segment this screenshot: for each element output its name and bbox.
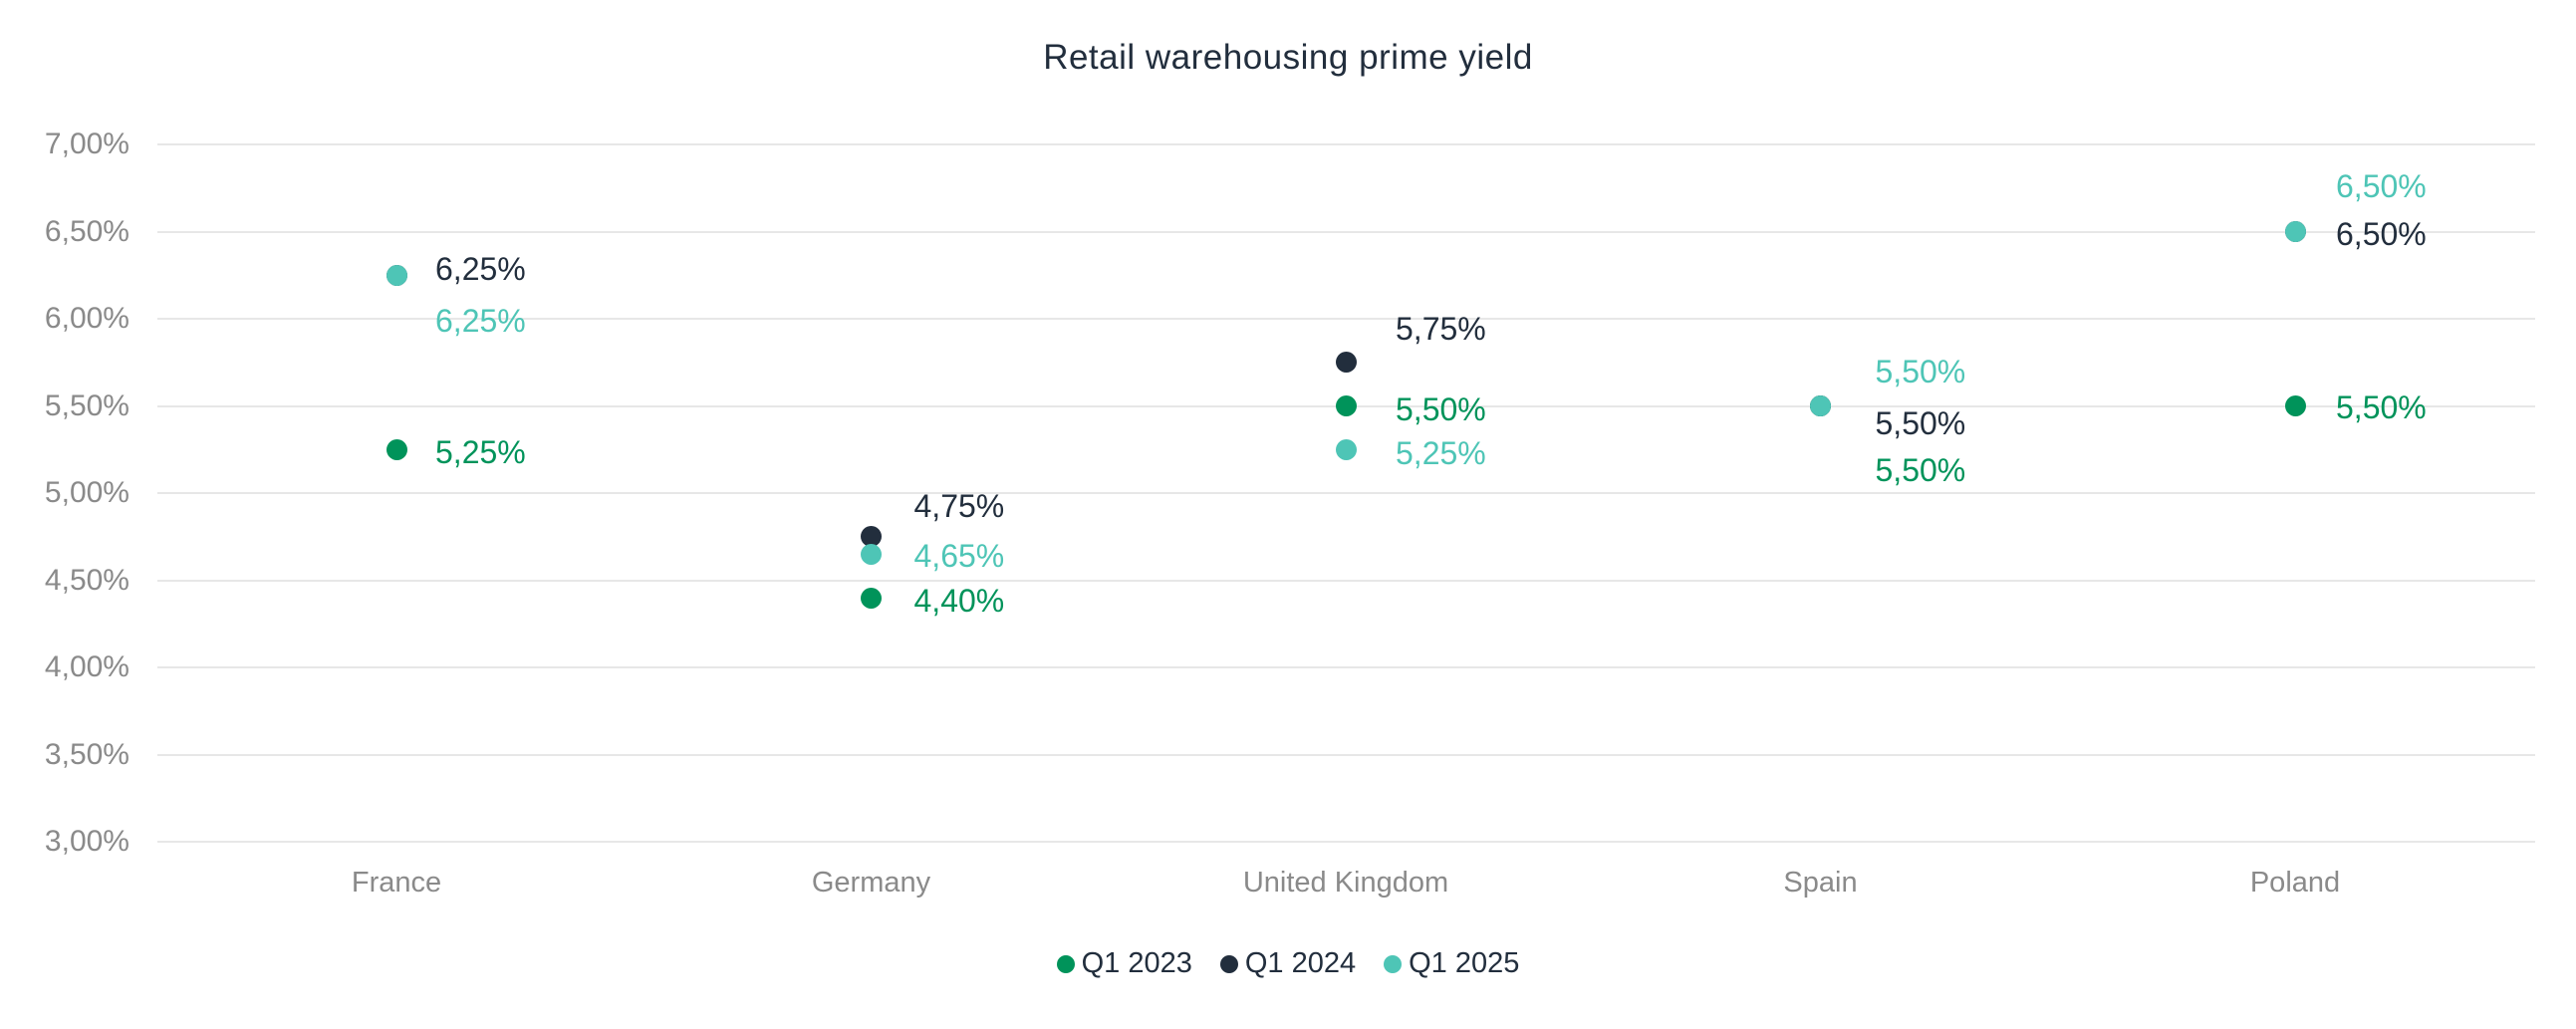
x-axis-category-label: France: [351, 867, 442, 899]
gridline: [157, 841, 2535, 843]
x-axis-category-label: Spain: [1783, 867, 1858, 899]
data-point-dot-q1-2023: [2284, 395, 2306, 416]
y-axis-tick-label: 6,50%: [44, 214, 129, 248]
gridline: [157, 579, 2535, 582]
data-point-dot-q1-2023: [861, 587, 882, 609]
data-point-dot-q1-2023: [386, 438, 407, 460]
y-axis-tick-label: 5,50%: [44, 388, 129, 422]
data-point-label: 4,75%: [913, 487, 1005, 524]
legend-marker-icon: [1384, 954, 1403, 973]
x-axis-category-label: United Kingdom: [1242, 867, 1449, 899]
data-point-label: 6,25%: [435, 303, 526, 340]
data-point-dot-q1-2023: [1335, 395, 1357, 416]
data-point-label: 4,65%: [913, 538, 1005, 575]
y-axis-tick-label: 3,50%: [44, 737, 129, 771]
data-point-dot-q1-2025: [1335, 438, 1357, 460]
y-axis-tick-label: 5,00%: [44, 476, 129, 509]
data-point-label: 5,50%: [1875, 451, 1966, 488]
x-axis-category-label: Poland: [2249, 867, 2341, 899]
data-point-label: 5,50%: [1875, 353, 1966, 389]
legend-item-q1-2023: Q1 2023: [1056, 947, 1192, 980]
legend-item-q1-2025: Q1 2025: [1384, 947, 1519, 980]
y-axis-tick-label: 6,00%: [44, 302, 129, 335]
legend-label: Q1 2024: [1244, 947, 1357, 979]
chart-title: Retail warehousing prime yield: [1043, 38, 1533, 77]
gridline: [157, 143, 2535, 145]
legend-marker-icon: [1056, 954, 1075, 973]
data-point-label: 4,40%: [913, 583, 1005, 619]
data-point-label: 6,25%: [435, 251, 526, 288]
data-point-label: 5,25%: [435, 434, 526, 471]
y-axis-tick-label: 7,00%: [44, 128, 129, 160]
gridline: [157, 230, 2535, 233]
gridline: [157, 666, 2535, 668]
x-axis-category-label: Germany: [811, 867, 931, 899]
data-point-dot-q1-2025: [861, 543, 882, 565]
legend-label: Q1 2023: [1081, 947, 1192, 979]
y-axis-tick-label: 4,50%: [44, 563, 129, 597]
data-point-label: 5,25%: [1396, 435, 1486, 472]
legend-label: Q1 2025: [1409, 947, 1520, 979]
data-point-dot-q1-2024: [861, 526, 882, 548]
y-axis-tick-label: 4,00%: [44, 650, 129, 683]
data-point-label: 6,50%: [2336, 167, 2427, 204]
data-point-label: 5,50%: [1396, 390, 1486, 427]
data-point-dot-q1-2025: [2284, 221, 2306, 242]
legend-marker-icon: [1219, 954, 1238, 973]
data-point-dot-q1-2024: [1335, 352, 1357, 374]
data-point-label: 5,50%: [2336, 388, 2427, 425]
gridline: [157, 492, 2535, 494]
data-point-dot-q1-2025: [386, 264, 407, 286]
data-point-dot-q1-2025: [1810, 395, 1831, 416]
gridline: [157, 753, 2535, 756]
data-point-label: 5,50%: [1875, 404, 1966, 441]
data-point-label: 6,50%: [2336, 215, 2427, 252]
gridline: [157, 318, 2535, 320]
data-point-label: 5,75%: [1396, 310, 1486, 347]
y-axis-tick-label: 3,00%: [44, 825, 129, 858]
legend-item-q1-2024: Q1 2024: [1219, 947, 1357, 980]
legend: Q1 2023 Q1 2024 Q1 2025: [0, 947, 2576, 980]
